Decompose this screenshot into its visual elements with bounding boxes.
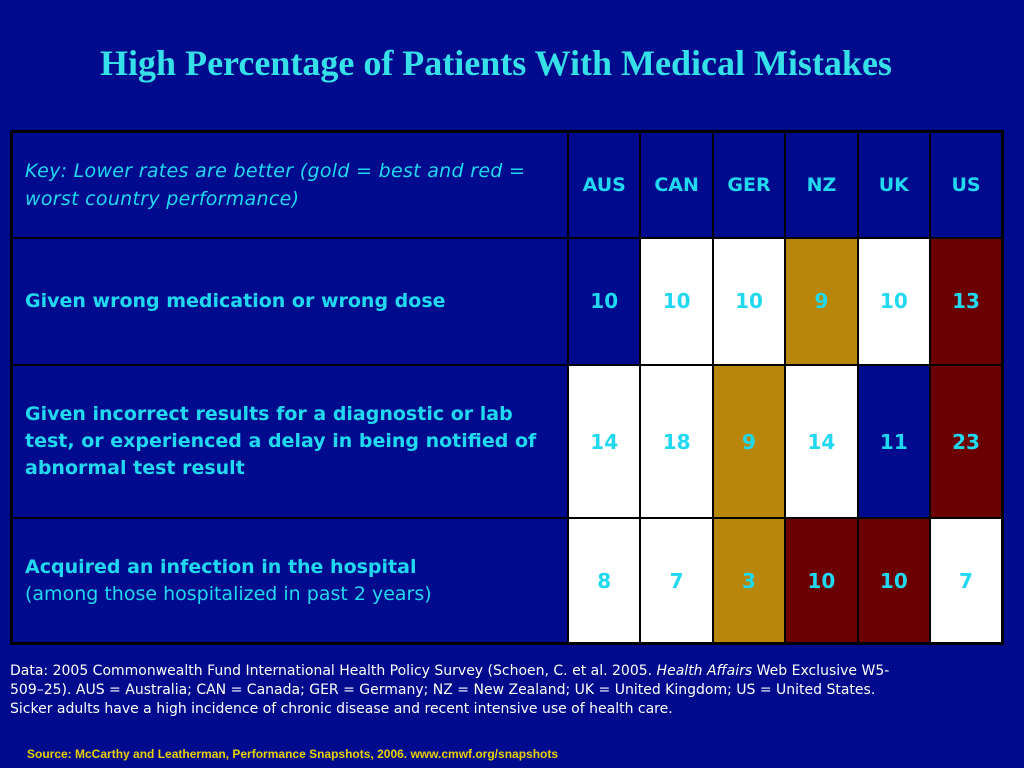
- value-cell: 8: [566, 517, 642, 645]
- value-cell: 18: [639, 363, 714, 520]
- source-line: Source: McCarthy and Leatherman, Perform…: [27, 747, 559, 761]
- row-label-text: Acquired an infection in the hospital: [25, 555, 417, 578]
- value-cell: 9: [784, 236, 859, 366]
- row-label-text: Given wrong medication or wrong dose: [25, 289, 446, 312]
- table-row: Given wrong medication or wrong dose 10 …: [10, 236, 1004, 366]
- row-label: Acquired an infection in the hospital (a…: [10, 517, 569, 645]
- column-header-us: US: [929, 130, 1004, 239]
- table-header-row: Key: Lower rates are better (gold = best…: [10, 130, 1004, 239]
- footnote-text-cont: Web Exclusive W5-509–25). AUS = Australi…: [10, 663, 890, 717]
- slide-title: High Percentage of Patients With Medical…: [100, 43, 892, 83]
- column-header-aus: AUS: [566, 130, 642, 239]
- value-cell: 23: [929, 363, 1004, 520]
- value-cell: 7: [639, 517, 714, 645]
- key-note: Key: Lower rates are better (gold = best…: [10, 130, 569, 239]
- value-cell: 10: [566, 236, 642, 366]
- value-cell: 14: [566, 363, 642, 520]
- value-cell: 14: [784, 363, 859, 520]
- comparison-table: Key: Lower rates are better (gold = best…: [10, 130, 1004, 645]
- row-sublabel: (among those hospitalized in past 2 year…: [25, 582, 432, 605]
- footnote-journal: Health Affairs: [656, 663, 753, 679]
- column-header-uk: UK: [856, 130, 932, 239]
- value-cell: 7: [929, 517, 1004, 645]
- row-label: Given wrong medication or wrong dose: [10, 236, 569, 366]
- value-cell: 10: [784, 517, 859, 645]
- column-header-nz: NZ: [784, 130, 859, 239]
- table-row: Acquired an infection in the hospital (a…: [10, 517, 1004, 645]
- footnote-text: Data: 2005 Commonwealth Fund Internation…: [10, 663, 657, 679]
- column-header-can: CAN: [639, 130, 714, 239]
- data-footnote: Data: 2005 Commonwealth Fund Internation…: [10, 662, 910, 719]
- value-cell: 13: [929, 236, 1004, 366]
- row-label-text: Given incorrect results for a diagnostic…: [25, 403, 537, 480]
- column-header-ger: GER: [711, 130, 787, 239]
- row-label: Given incorrect results for a diagnostic…: [10, 363, 569, 520]
- table-row: Given incorrect results for a diagnostic…: [10, 363, 1004, 520]
- value-cell: 10: [856, 236, 932, 366]
- value-cell: 11: [856, 363, 932, 520]
- value-cell: 10: [639, 236, 714, 366]
- value-cell: 10: [711, 236, 787, 366]
- value-cell: 3: [711, 517, 787, 645]
- value-cell: 9: [711, 363, 787, 520]
- value-cell: 10: [856, 517, 932, 645]
